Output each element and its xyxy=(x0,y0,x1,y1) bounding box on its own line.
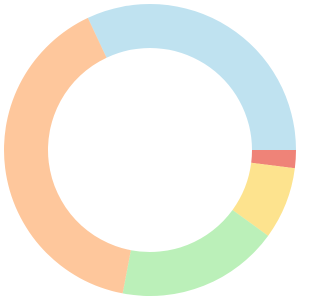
donut-segment xyxy=(251,150,296,169)
chart xyxy=(3,4,297,297)
donut-segment xyxy=(3,17,131,294)
donut-segment xyxy=(122,209,269,297)
donut-segment xyxy=(87,4,297,151)
donut-segment xyxy=(232,162,295,236)
